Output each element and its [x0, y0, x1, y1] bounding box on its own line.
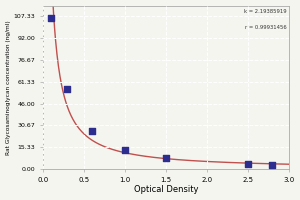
Point — [49, 17, 53, 20]
Point — [245, 162, 250, 166]
Point — [164, 157, 168, 160]
Point — [65, 88, 70, 91]
X-axis label: Optical Density: Optical Density — [134, 185, 198, 194]
Point — [122, 148, 127, 151]
Point — [270, 163, 275, 166]
Text: k = 2.19385919: k = 2.19385919 — [244, 9, 286, 14]
Y-axis label: Rat Glycosaminoglycan concentration (ng/ml): Rat Glycosaminoglycan concentration (ng/… — [6, 20, 10, 155]
Point — [89, 129, 94, 132]
Text: r = 0.99931456: r = 0.99931456 — [244, 25, 286, 30]
